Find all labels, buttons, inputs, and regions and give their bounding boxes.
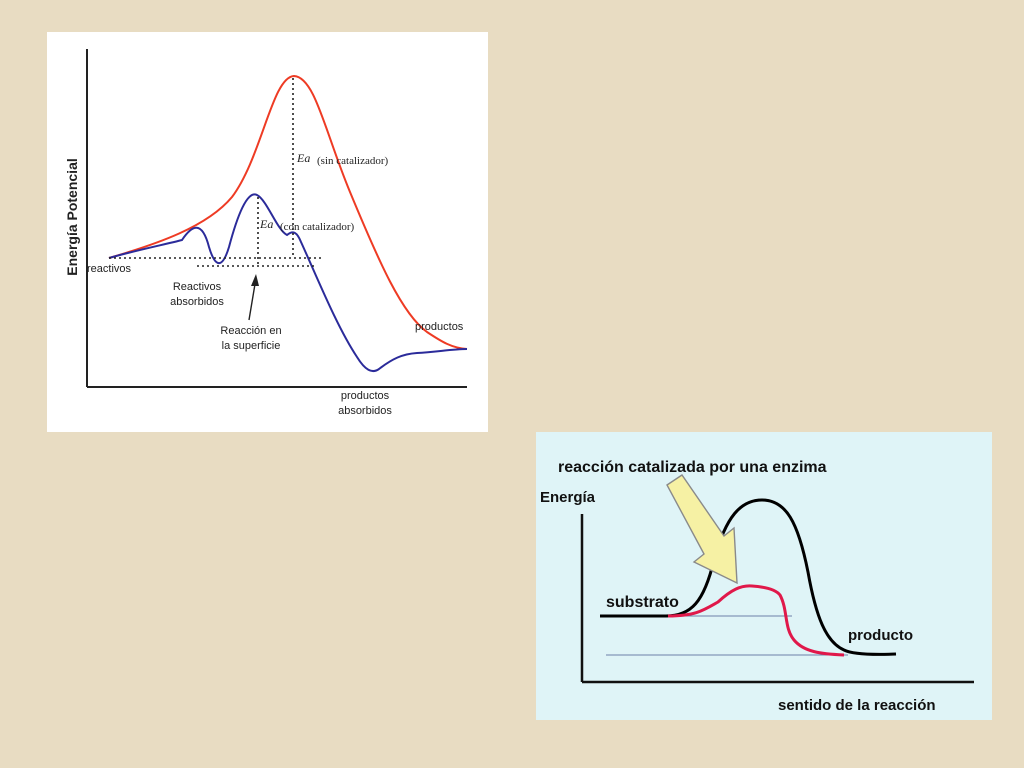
- adsorbed-products-label-line2: absorbidos: [338, 405, 392, 417]
- uncatalyzed-curve: [108, 74, 468, 350]
- adsorbed-products-label-line1: productos: [341, 390, 390, 402]
- catalysis-arrow: [666, 474, 738, 585]
- ea-catalyzed-label: (con catalizador): [280, 221, 355, 233]
- diagram-title: reacción catalizada por una enzima: [558, 459, 827, 476]
- enzyme-reaction-diagram: reacción catalizada por una enzima Energ…: [536, 432, 992, 720]
- enzyme-diagram-svg: reacción catalizada por una enzima Energ…: [540, 459, 974, 714]
- ea-catalyzed-symbol: Ea: [259, 217, 273, 231]
- adsorbed-reactants-label-line2: absorbidos: [170, 296, 224, 308]
- surface-reaction-arrowhead: [251, 274, 259, 286]
- surface-reaction-label-line1: Reacción en: [220, 325, 281, 337]
- x-axis-label: sentido de la reacción: [778, 697, 936, 714]
- product-label: producto: [848, 627, 913, 644]
- surface-reaction-arrow: [248, 283, 256, 321]
- products-label: productos: [415, 321, 464, 333]
- surface-reaction-label-line2: la superficie: [222, 340, 281, 352]
- energy-diagram-svg: Energía Potencial Ea (sin catalizador) E…: [64, 49, 468, 417]
- ea-uncatalyzed-label: (sin catalizador): [317, 155, 388, 167]
- y-axis-label: Energía: [540, 489, 596, 506]
- catalyzed-curve: [667, 584, 845, 657]
- catalyzed-curve: [108, 193, 468, 373]
- adsorbed-reactants-label-line1: Reactivos: [173, 281, 222, 293]
- substrate-label: substrato: [606, 594, 679, 611]
- uncatalyzed-curve: [600, 498, 897, 656]
- y-axis-label: Energía Potencial: [64, 158, 80, 275]
- reactants-label: reactivos: [87, 263, 132, 275]
- ea-uncatalyzed-symbol: Ea: [296, 151, 310, 165]
- energy-diagram-catalyst: Energía Potencial Ea (sin catalizador) E…: [47, 32, 488, 432]
